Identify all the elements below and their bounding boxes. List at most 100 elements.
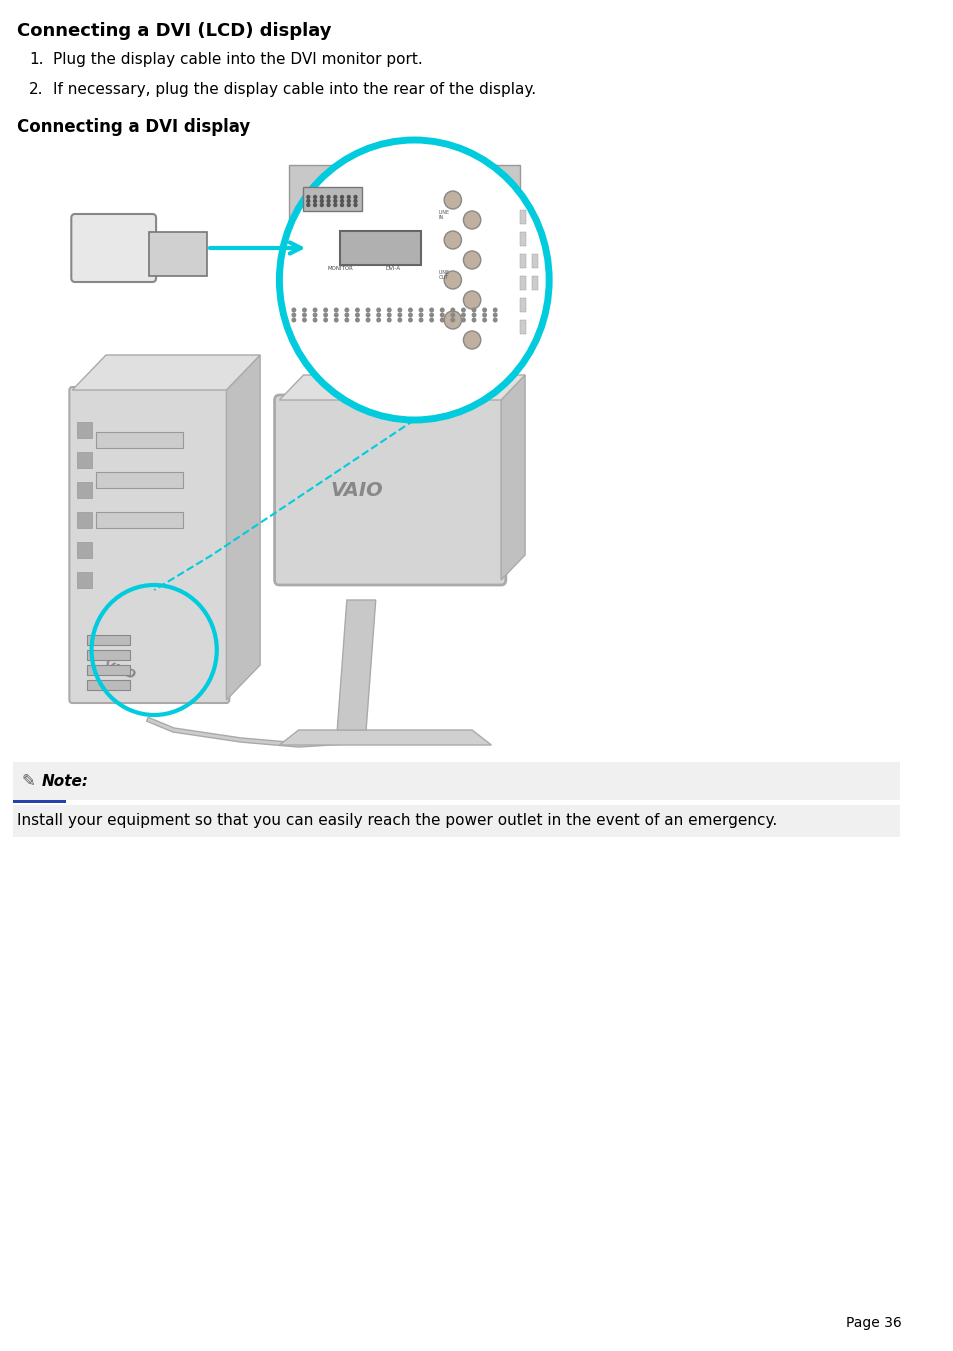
Bar [519, 276, 525, 290]
FancyBboxPatch shape [70, 386, 229, 703]
Text: Connecting a DVI display: Connecting a DVI display [17, 118, 251, 136]
Circle shape [327, 200, 330, 203]
FancyArrowPatch shape [210, 242, 300, 254]
Circle shape [444, 311, 461, 330]
Circle shape [334, 200, 336, 203]
Circle shape [302, 313, 306, 316]
Bar [13, 762, 899, 800]
Polygon shape [279, 730, 491, 744]
Circle shape [493, 313, 497, 316]
Circle shape [444, 190, 461, 209]
Circle shape [340, 196, 343, 199]
Circle shape [314, 204, 316, 207]
Circle shape [355, 313, 359, 316]
Circle shape [313, 313, 316, 316]
Circle shape [463, 290, 480, 309]
Circle shape [292, 313, 295, 316]
Circle shape [397, 319, 401, 322]
Circle shape [347, 204, 350, 207]
Circle shape [408, 313, 412, 316]
Text: Page 36: Page 36 [845, 1316, 901, 1329]
Text: Install your equipment so that you can easily reach the power outlet in the even: Install your equipment so that you can e… [17, 813, 777, 828]
Bar [87, 665, 130, 676]
Circle shape [334, 196, 336, 199]
Circle shape [376, 319, 380, 322]
Bar [519, 320, 525, 334]
Circle shape [355, 308, 359, 312]
Circle shape [451, 308, 454, 312]
Bar [87, 650, 130, 661]
Circle shape [307, 200, 310, 203]
Bar [77, 482, 91, 499]
Circle shape [376, 308, 380, 312]
Circle shape [324, 308, 327, 312]
Circle shape [461, 308, 465, 312]
Polygon shape [500, 376, 524, 580]
Circle shape [463, 331, 480, 349]
Circle shape [408, 308, 412, 312]
Bar [77, 542, 91, 558]
Bar [96, 512, 183, 528]
Circle shape [324, 319, 327, 322]
Text: Connecting a DVI (LCD) display: Connecting a DVI (LCD) display [17, 22, 332, 41]
Circle shape [324, 313, 327, 316]
Circle shape [493, 308, 497, 312]
Circle shape [419, 313, 422, 316]
Circle shape [347, 200, 350, 203]
Bar [519, 232, 525, 246]
Text: If necessary, plug the display cable into the rear of the display.: If necessary, plug the display cable int… [53, 82, 536, 97]
Bar [13, 805, 899, 838]
Circle shape [451, 319, 454, 322]
Circle shape [472, 319, 476, 322]
Circle shape [366, 308, 370, 312]
Circle shape [463, 251, 480, 269]
Circle shape [347, 196, 350, 199]
Circle shape [327, 196, 330, 199]
Bar [87, 635, 130, 644]
Circle shape [302, 319, 306, 322]
Circle shape [440, 313, 443, 316]
Bar [519, 254, 525, 267]
Circle shape [334, 204, 336, 207]
Circle shape [302, 308, 306, 312]
Circle shape [340, 200, 343, 203]
Circle shape [430, 308, 433, 312]
Bar [289, 165, 519, 295]
Circle shape [461, 319, 465, 322]
Circle shape [327, 204, 330, 207]
Text: ✎: ✎ [21, 771, 35, 790]
Bar [96, 471, 183, 488]
FancyBboxPatch shape [71, 213, 156, 282]
Text: VAIO: VAIO [101, 658, 137, 682]
Circle shape [387, 313, 391, 316]
Circle shape [482, 313, 486, 316]
Circle shape [355, 319, 359, 322]
Bar [13, 800, 67, 802]
Circle shape [320, 204, 323, 207]
FancyBboxPatch shape [274, 394, 505, 585]
Bar [77, 571, 91, 588]
Circle shape [387, 319, 391, 322]
Bar [77, 453, 91, 467]
Circle shape [463, 211, 480, 230]
Bar [77, 512, 91, 528]
Circle shape [482, 319, 486, 322]
Circle shape [320, 200, 323, 203]
Circle shape [472, 313, 476, 316]
Text: VAIO: VAIO [330, 481, 382, 500]
Text: LINE
IN: LINE IN [438, 209, 449, 220]
Circle shape [335, 319, 337, 322]
Text: MONITOR: MONITOR [327, 266, 353, 270]
Circle shape [451, 313, 454, 316]
Circle shape [307, 204, 310, 207]
Circle shape [430, 313, 433, 316]
Circle shape [345, 313, 348, 316]
Bar [519, 299, 525, 312]
Circle shape [461, 313, 465, 316]
Circle shape [313, 308, 316, 312]
Circle shape [440, 308, 443, 312]
Circle shape [440, 319, 443, 322]
FancyBboxPatch shape [340, 231, 420, 265]
Circle shape [354, 200, 356, 203]
Circle shape [279, 141, 549, 420]
